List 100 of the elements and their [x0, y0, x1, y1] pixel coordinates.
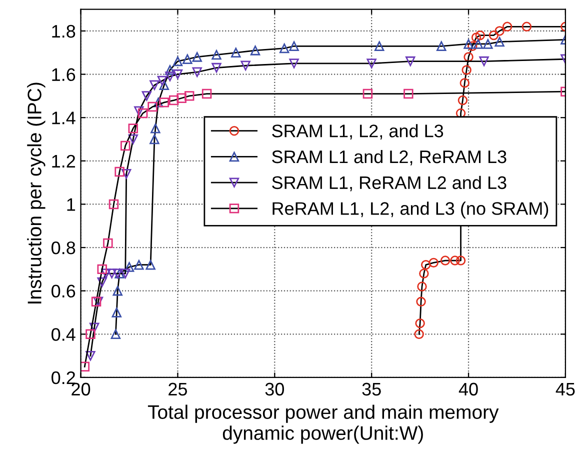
- point: [419, 268, 429, 278]
- point: [172, 69, 183, 80]
- legend-label: ReRAM L1, L2, and L3 (no SRAM): [272, 202, 548, 218]
- legend-label: SRAM L1, L2, and L3: [272, 124, 444, 140]
- x-axis-title: Total processor power and main memory dynamic power(Unit:W): [148, 404, 499, 444]
- y-tick-label: 0.4: [52, 328, 76, 341]
- point: [101, 268, 111, 278]
- point: [462, 65, 472, 75]
- point: [146, 260, 156, 270]
- point: [192, 52, 202, 62]
- point: [159, 98, 170, 108]
- point: [464, 52, 474, 62]
- point: [473, 39, 484, 49]
- point: [468, 41, 478, 51]
- x-tick-label: 25: [168, 382, 187, 396]
- point: [80, 362, 90, 372]
- point: [150, 80, 160, 90]
- point: [112, 286, 122, 296]
- point: [475, 30, 486, 40]
- point: [428, 258, 438, 268]
- point: [121, 169, 132, 179]
- point: [128, 124, 138, 134]
- point: [494, 36, 504, 47]
- legend-label: SRAM L1, ReRAM L2 and L3: [272, 176, 506, 192]
- point: [212, 62, 222, 73]
- point: [112, 308, 122, 318]
- point: [86, 350, 96, 361]
- point: [240, 60, 250, 70]
- point: [231, 48, 241, 58]
- point: [366, 58, 376, 68]
- point: [106, 268, 117, 278]
- point: [192, 67, 202, 77]
- point: [165, 72, 175, 82]
- point: [494, 26, 504, 36]
- point: [176, 93, 186, 103]
- y-tick-label: 0.6: [52, 284, 76, 298]
- point: [421, 260, 431, 270]
- point: [142, 91, 152, 101]
- point: [479, 56, 489, 66]
- point: [89, 322, 100, 333]
- point: [456, 256, 466, 266]
- point: [279, 43, 290, 54]
- point: [150, 124, 160, 134]
- y-tick-label: 1.4: [52, 112, 76, 124]
- point: [86, 329, 96, 340]
- point: [157, 76, 168, 86]
- point: [148, 102, 158, 112]
- y-tick-label: 1.2: [52, 154, 76, 168]
- point: [404, 88, 414, 99]
- point: [289, 41, 299, 51]
- point: [440, 256, 450, 266]
- point: [522, 22, 532, 32]
- x-tick-label: 30: [265, 382, 284, 396]
- x-tick-label: 45: [556, 382, 575, 396]
- point: [502, 22, 512, 32]
- y-tick-label: 1.6: [52, 68, 76, 82]
- point: [134, 106, 144, 116]
- legend-label: SRAM L1 and L2, ReRAM L3: [272, 150, 506, 166]
- point: [450, 256, 460, 266]
- point: [124, 262, 134, 272]
- x-tick-label: 20: [72, 382, 90, 396]
- point: [159, 80, 170, 90]
- point: [212, 50, 222, 60]
- point: [488, 30, 499, 40]
- y-tick-label: 0.2: [52, 371, 76, 384]
- point: [415, 318, 425, 328]
- point: [362, 88, 373, 99]
- y-axis-title: Instruction per cycle (IPC): [27, 82, 46, 304]
- point: [406, 56, 416, 66]
- point: [97, 277, 107, 288]
- point: [168, 95, 179, 106]
- point: [110, 329, 121, 340]
- point: [182, 54, 192, 64]
- point: [97, 264, 107, 274]
- point: [464, 39, 474, 49]
- point: [289, 58, 299, 68]
- point: [103, 238, 113, 248]
- point: [172, 56, 183, 66]
- point: [436, 41, 446, 51]
- point: [150, 134, 160, 144]
- point: [153, 98, 164, 108]
- point: [460, 78, 470, 88]
- point: [128, 134, 138, 144]
- point: [416, 296, 426, 307]
- point: [417, 282, 427, 292]
- point: [202, 88, 212, 99]
- x-tick-label: 40: [458, 382, 478, 396]
- x-tick-label: 35: [362, 382, 381, 396]
- point: [250, 46, 260, 56]
- point: [114, 166, 124, 177]
- point: [134, 260, 144, 270]
- y-tick-label: 0.8: [52, 241, 76, 254]
- point: [374, 41, 384, 51]
- point: [483, 39, 493, 49]
- y-tick-label: 1.8: [52, 24, 76, 38]
- point: [471, 32, 482, 42]
- point: [414, 329, 424, 340]
- point: [120, 268, 130, 278]
- y-tick-label: 1: [67, 198, 76, 211]
- point: [458, 95, 468, 106]
